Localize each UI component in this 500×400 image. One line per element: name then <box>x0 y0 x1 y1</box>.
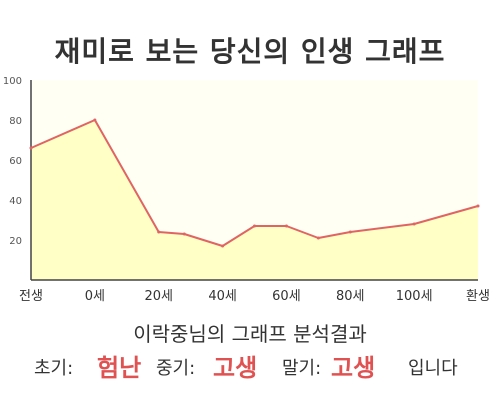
data-point <box>157 230 161 234</box>
data-point <box>93 118 97 122</box>
x-tick-label: 80세 <box>336 289 365 304</box>
data-point <box>348 230 352 234</box>
data-point <box>29 146 33 150</box>
data-point <box>284 224 288 228</box>
y-tick-label: 100 <box>3 76 22 87</box>
data-point <box>412 222 416 226</box>
result-suffix: 입니다 <box>408 358 458 379</box>
data-point <box>182 232 186 236</box>
x-tick-label: 40세 <box>208 289 237 304</box>
y-tick-label: 80 <box>9 116 22 127</box>
analysis-caption: 이락중님의 그래프 분석결과 <box>133 322 367 346</box>
x-tick-label: 0세 <box>85 289 105 304</box>
data-point <box>476 204 480 208</box>
page-title: 재미로 보는 당신의 인생 그래프 <box>54 35 446 68</box>
x-tick-label: 환생 <box>466 289 490 304</box>
result-summary: 초기: 험난 중기: 고생 말기: 고생 입니다 <box>0 348 500 382</box>
x-tick-label: 20세 <box>144 289 173 304</box>
y-tick-label: 60 <box>9 156 22 167</box>
y-tick-label: 20 <box>9 236 22 247</box>
x-tick-label: 60세 <box>272 289 301 304</box>
area-fill <box>31 120 478 280</box>
data-point <box>253 224 256 228</box>
x-tick-label: 전생 <box>19 289 43 304</box>
mid-stage-value: 고생 <box>213 354 258 382</box>
data-point <box>316 236 320 240</box>
late-stage-value: 고생 <box>331 354 376 382</box>
x-tick-label: 100세 <box>396 289 433 304</box>
mid-stage-label: 중기: <box>156 358 196 379</box>
y-tick-label: 40 <box>9 196 22 207</box>
data-point <box>221 244 225 248</box>
early-stage-value: 험난 <box>97 354 142 382</box>
late-stage-label: 말기: <box>282 358 322 379</box>
early-stage-label: 초기: <box>34 358 74 379</box>
